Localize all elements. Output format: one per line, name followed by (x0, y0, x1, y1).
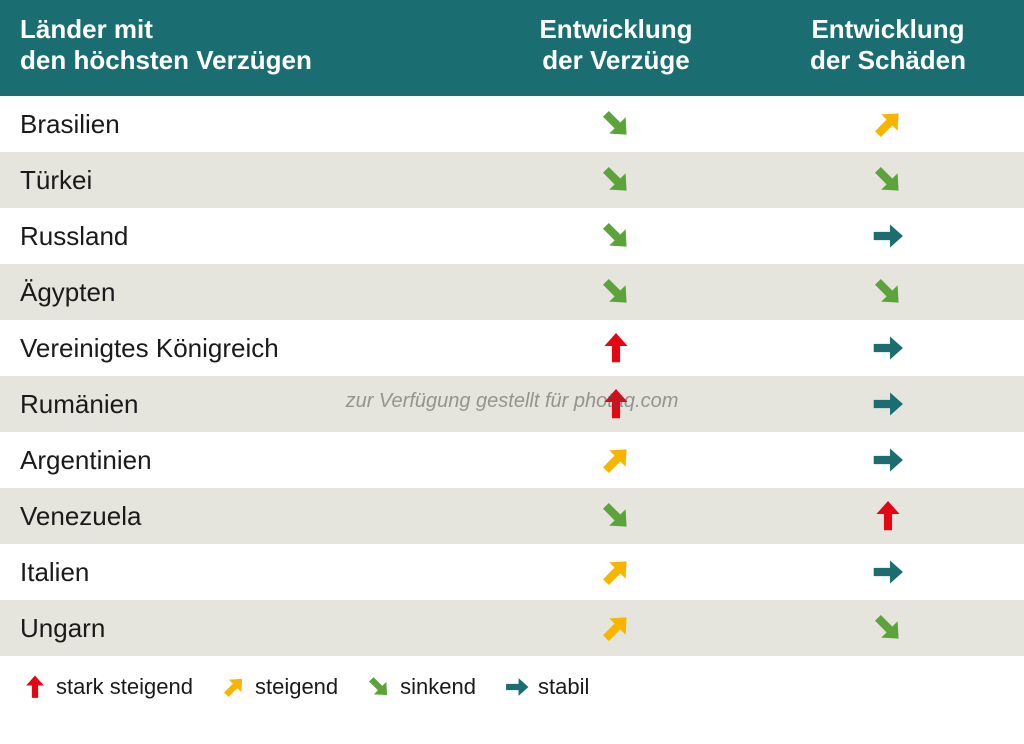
trend-a-cell (480, 488, 752, 544)
country-label: Türkei (20, 165, 92, 196)
rising-arrow-icon (221, 674, 247, 700)
country-cell: Türkei (0, 152, 480, 208)
trend-a-cell (480, 600, 752, 656)
table-row: Türkei (0, 152, 1024, 208)
table-body: Brasilien Türkei Russland Ägypten Verein… (0, 96, 1024, 656)
trend-a-cell (480, 208, 752, 264)
legend-item: steigend (221, 674, 338, 700)
trend-b-cell (752, 96, 1024, 152)
rising-arrow-icon (599, 555, 633, 589)
country-cell: Argentinien (0, 432, 480, 488)
country-cell: Ungarn (0, 600, 480, 656)
trend-a-cell (480, 432, 752, 488)
legend: stark steigend steigend sinkend stabil (0, 656, 1024, 700)
country-label: Ungarn (20, 613, 105, 644)
falling-arrow-icon (871, 275, 905, 309)
stable-arrow-icon (871, 555, 905, 589)
country-cell: Italien (0, 544, 480, 600)
rising-arrow-icon (871, 107, 905, 141)
trend-b-cell (752, 152, 1024, 208)
falling-arrow-icon (599, 219, 633, 253)
stable-arrow-icon (871, 219, 905, 253)
legend-item: stark steigend (22, 674, 193, 700)
legend-label: sinkend (400, 674, 476, 700)
country-label: Venezuela (20, 501, 141, 532)
trend-a-cell (480, 152, 752, 208)
trend-b-cell (752, 544, 1024, 600)
falling-arrow-icon (599, 163, 633, 197)
falling-arrow-icon (599, 107, 633, 141)
legend-label: stark steigend (56, 674, 193, 700)
table-row: Rumänien (0, 376, 1024, 432)
header-country-label: Länder mitden höchsten Verzügen (20, 14, 312, 76)
rising-arrow-icon (599, 611, 633, 645)
country-cell: Russland (0, 208, 480, 264)
table-row: Ungarn (0, 600, 1024, 656)
stable-arrow-icon (504, 674, 530, 700)
trend-b-cell (752, 264, 1024, 320)
table-row: Ägypten (0, 264, 1024, 320)
strong_rising-arrow-icon (871, 499, 905, 533)
trend-b-cell (752, 432, 1024, 488)
trend-b-cell (752, 488, 1024, 544)
table-row: Italien (0, 544, 1024, 600)
country-label: Ägypten (20, 277, 115, 308)
trend-a-cell (480, 264, 752, 320)
falling-arrow-icon (366, 674, 392, 700)
table-row: Venezuela (0, 488, 1024, 544)
trend-b-cell (752, 208, 1024, 264)
stable-arrow-icon (871, 331, 905, 365)
table-header-row: Länder mitden höchsten Verzügen Entwickl… (0, 0, 1024, 96)
legend-item: sinkend (366, 674, 476, 700)
header-col-a-label: Entwicklungder Verzüge (539, 14, 692, 76)
legend-label: stabil (538, 674, 589, 700)
header-country: Länder mitden höchsten Verzügen (0, 0, 480, 96)
country-cell: Brasilien (0, 96, 480, 152)
legend-label: steigend (255, 674, 338, 700)
trend-a-cell (480, 96, 752, 152)
table-row: Vereinigtes Königreich (0, 320, 1024, 376)
trend-b-cell (752, 320, 1024, 376)
country-label: Russland (20, 221, 128, 252)
country-label: Argentinien (20, 445, 152, 476)
country-label: Rumänien (20, 389, 139, 420)
trend-b-cell (752, 600, 1024, 656)
trend-table: Länder mitden höchsten Verzügen Entwickl… (0, 0, 1024, 656)
header-col-a: Entwicklungder Verzüge (480, 0, 752, 96)
falling-arrow-icon (599, 499, 633, 533)
stable-arrow-icon (871, 443, 905, 477)
header-col-b: Entwicklungder Schäden (752, 0, 1024, 96)
legend-item: stabil (504, 674, 589, 700)
header-col-b-label: Entwicklungder Schäden (810, 14, 966, 76)
rising-arrow-icon (599, 443, 633, 477)
table-row: Argentinien (0, 432, 1024, 488)
country-cell: Ägypten (0, 264, 480, 320)
country-cell: Vereinigtes Königreich (0, 320, 480, 376)
table-row: Russland (0, 208, 1024, 264)
country-label: Italien (20, 557, 89, 588)
trend-b-cell (752, 376, 1024, 432)
strong_rising-arrow-icon (599, 331, 633, 365)
trend-a-cell (480, 376, 752, 432)
trend-a-cell (480, 544, 752, 600)
falling-arrow-icon (599, 275, 633, 309)
trend-a-cell (480, 320, 752, 376)
falling-arrow-icon (871, 611, 905, 645)
table-row: Brasilien (0, 96, 1024, 152)
falling-arrow-icon (871, 163, 905, 197)
strong_rising-arrow-icon (599, 387, 633, 421)
country-label: Vereinigtes Königreich (20, 333, 279, 364)
country-cell: Venezuela (0, 488, 480, 544)
stable-arrow-icon (871, 387, 905, 421)
country-label: Brasilien (20, 109, 120, 140)
country-cell: Rumänien (0, 376, 480, 432)
strong_rising-arrow-icon (22, 674, 48, 700)
